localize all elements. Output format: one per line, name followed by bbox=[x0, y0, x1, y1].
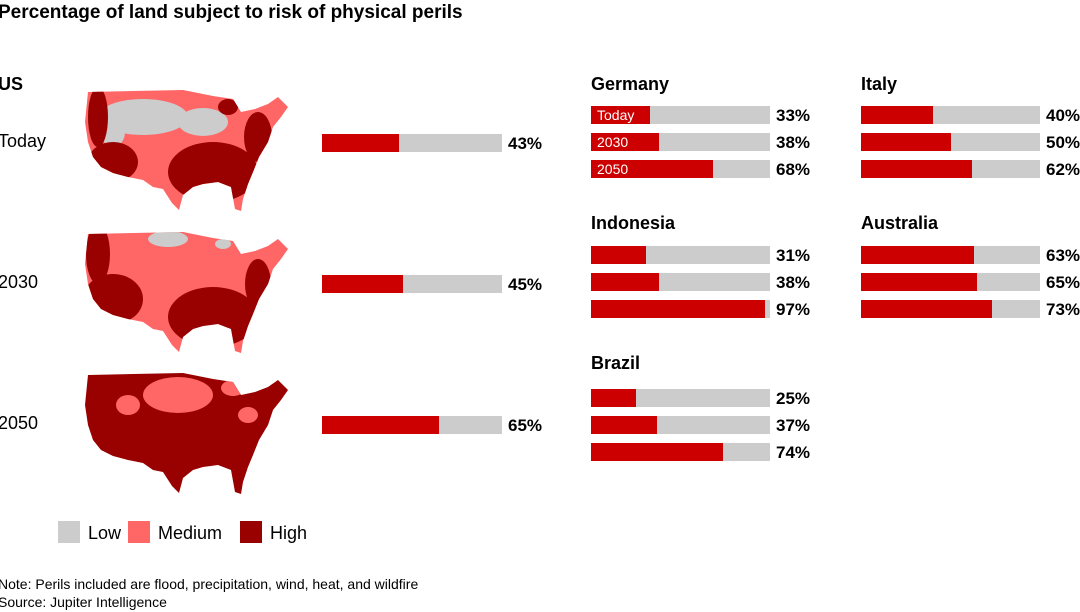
brazil-bar-track bbox=[591, 416, 770, 434]
germany-heading: Germany bbox=[591, 74, 670, 94]
indonesia-bar-Today bbox=[591, 246, 647, 264]
indonesia-bar-2030 bbox=[591, 273, 660, 291]
us-bar-track bbox=[322, 134, 502, 152]
indonesia-value-label: 31% bbox=[776, 246, 811, 265]
indonesia-bar-2050 bbox=[591, 300, 765, 318]
legend-swatch-high bbox=[240, 521, 262, 543]
australia-bar-track bbox=[861, 246, 1040, 264]
map-risk-region bbox=[238, 407, 258, 423]
us-map-Today bbox=[85, 90, 288, 211]
italy-bar-track bbox=[861, 106, 1040, 124]
italy-bar-Today bbox=[861, 106, 933, 124]
australia-value-label: 65% bbox=[1046, 273, 1080, 292]
us-map-2030 bbox=[85, 232, 288, 353]
map-risk-region bbox=[88, 142, 138, 182]
australia-heading: Australia bbox=[861, 213, 939, 233]
germany-value-label: 33% bbox=[776, 106, 811, 125]
indonesia-bar-track bbox=[591, 300, 770, 318]
map-risk-region bbox=[88, 90, 108, 147]
italy-heading: Italy bbox=[861, 74, 898, 94]
australia-bar-track bbox=[861, 273, 1040, 291]
italy-bar-track bbox=[861, 160, 1040, 178]
us-row-label-Today: Today bbox=[0, 131, 47, 151]
indonesia-heading: Indonesia bbox=[591, 213, 676, 233]
legend-label-high: High bbox=[270, 523, 308, 543]
australia-bar-2030 bbox=[861, 273, 978, 291]
italy-value-label: 40% bbox=[1046, 106, 1080, 125]
note: Note: Perils included are flood, precipi… bbox=[0, 576, 419, 592]
brazil-heading: Brazil bbox=[591, 353, 641, 373]
legend-swatch-low bbox=[58, 521, 80, 543]
source: Source: Jupiter Intelligence bbox=[0, 594, 167, 610]
us-value-label: 45% bbox=[508, 275, 543, 294]
italy-value-label: 50% bbox=[1046, 133, 1080, 152]
brazil-bar-Today bbox=[591, 389, 636, 407]
map-risk-region bbox=[244, 112, 272, 162]
australia-bar-track bbox=[861, 300, 1040, 318]
map-risk-region bbox=[215, 239, 231, 249]
italy-bar-2050 bbox=[861, 160, 972, 178]
map-risk-region bbox=[221, 380, 245, 396]
map-risk-region bbox=[218, 99, 238, 115]
us-value-label: 65% bbox=[508, 416, 543, 435]
brazil-value-label: 37% bbox=[776, 416, 811, 435]
us-map-2050 bbox=[85, 373, 288, 494]
italy-bar-2030 bbox=[861, 133, 951, 151]
map-risk-region bbox=[86, 232, 110, 284]
legend-swatch-medium bbox=[128, 521, 150, 543]
map-risk-region bbox=[116, 395, 140, 415]
map-risk-region bbox=[245, 259, 271, 309]
germany-bar-track: 2030 bbox=[591, 133, 770, 151]
indonesia-bar-track bbox=[591, 273, 770, 291]
germany-bar-2030: 2030 bbox=[591, 133, 660, 151]
germany-bar-track: 2050 bbox=[591, 160, 770, 178]
map-risk-region bbox=[85, 274, 143, 324]
brazil-bar-2030 bbox=[591, 416, 658, 434]
us-row-label-2030: 2030 bbox=[0, 272, 39, 292]
map-risk-region bbox=[143, 377, 213, 413]
us-bar-track bbox=[322, 275, 502, 293]
indonesia-bar-track bbox=[591, 246, 770, 264]
map-risk-region bbox=[178, 108, 228, 136]
italy-value-label: 62% bbox=[1046, 160, 1080, 179]
germany-bar-track: Today bbox=[591, 106, 770, 124]
map-risk-region bbox=[168, 142, 258, 202]
germany-value-label: 38% bbox=[776, 133, 811, 152]
brazil-value-label: 25% bbox=[776, 389, 811, 408]
germany-bar-Today: Today bbox=[591, 106, 651, 124]
australia-value-label: 63% bbox=[1046, 246, 1080, 265]
us-bar-2050 bbox=[322, 416, 439, 434]
us-bar-track bbox=[322, 416, 502, 434]
brazil-bar-track bbox=[591, 443, 770, 461]
map-risk-region bbox=[168, 287, 258, 347]
indonesia-value-label: 97% bbox=[776, 300, 811, 319]
australia-value-label: 73% bbox=[1046, 300, 1080, 319]
germany-value-label: 68% bbox=[776, 160, 811, 179]
germany-bar-2050: 2050 bbox=[591, 160, 713, 178]
us-value-label: 43% bbox=[508, 134, 543, 153]
australia-bar-2050 bbox=[861, 300, 992, 318]
us-row-label-2050: 2050 bbox=[0, 413, 39, 433]
us-heading: US bbox=[0, 74, 24, 94]
chart-title: Percentage of land subject to risk of ph… bbox=[0, 2, 463, 23]
brazil-bar-track bbox=[591, 389, 770, 407]
italy-bar-track bbox=[861, 133, 1040, 151]
legend-label-low: Low bbox=[88, 523, 122, 543]
us-bar-Today bbox=[322, 134, 400, 152]
us-bar-2030 bbox=[322, 275, 403, 293]
australia-bar-Today bbox=[861, 246, 974, 264]
brazil-value-label: 74% bbox=[776, 443, 811, 462]
legend-label-medium: Medium bbox=[158, 523, 223, 543]
map-risk-region bbox=[148, 232, 188, 247]
brazil-bar-2050 bbox=[591, 443, 724, 461]
indonesia-value-label: 38% bbox=[776, 273, 811, 292]
